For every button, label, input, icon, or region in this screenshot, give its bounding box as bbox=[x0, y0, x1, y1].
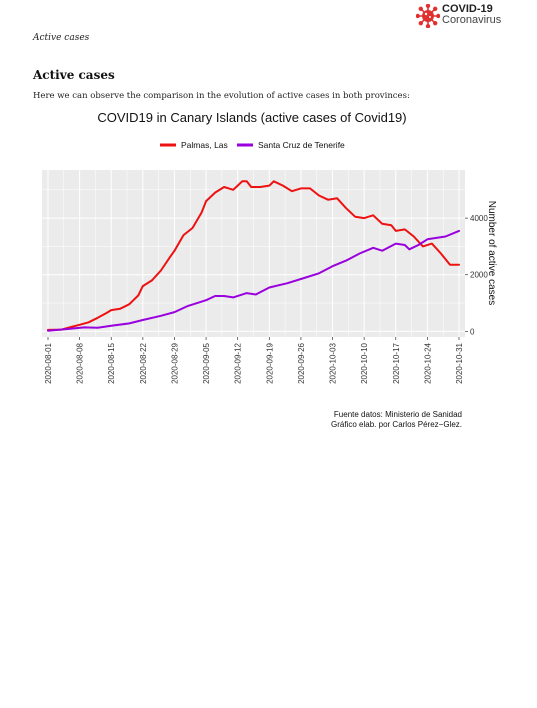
logo-title: COVID-19 bbox=[442, 3, 493, 15]
virus-icon bbox=[416, 4, 440, 28]
x-tick-label: 2020-10-24 bbox=[423, 342, 432, 383]
x-tick-label: 2020-09-26 bbox=[297, 342, 306, 383]
running-head: Active cases bbox=[33, 33, 90, 43]
caption-source: Fuente datos: Ministerio de Sanidad bbox=[334, 410, 462, 419]
series-line-palmas bbox=[47, 180, 460, 331]
x-tick-label: 2020-09-05 bbox=[202, 342, 211, 383]
x-tick-label: 2020-10-31 bbox=[455, 342, 464, 383]
x-tick-label: 2020-09-19 bbox=[265, 342, 274, 383]
series-lines bbox=[47, 180, 460, 332]
y-tick-label: 0 bbox=[470, 327, 475, 336]
covid-logo: COVID-19 Coronavirus bbox=[416, 4, 531, 32]
intro-text: Here we can observe the comparison in th… bbox=[33, 91, 410, 101]
x-tick-label: 2020-10-03 bbox=[329, 342, 338, 383]
x-tick-label: 2020-10-10 bbox=[360, 342, 369, 383]
grid-lines bbox=[42, 170, 465, 337]
legend-label-tenerife: Santa Cruz de Tenerife bbox=[258, 140, 345, 150]
section-title: Active cases bbox=[33, 68, 115, 82]
x-tick-label: 2020-08-08 bbox=[76, 342, 85, 383]
y-tick-label: 2000 bbox=[470, 271, 488, 280]
caption-author: Gráfico elab. por Carlos Pérez−Glez. bbox=[331, 420, 462, 429]
chart-title: COVID19 in Canary Islands (active cases … bbox=[97, 110, 406, 125]
x-tick-label: 2020-09-12 bbox=[234, 342, 243, 383]
legend-label-palmas: Palmas, Las bbox=[181, 140, 228, 150]
x-tick-label: 2020-08-15 bbox=[107, 342, 116, 383]
series-line-tenerife bbox=[47, 229, 460, 332]
x-tick-label: 2020-08-01 bbox=[44, 342, 53, 383]
y-axis: 0 2000 4000 bbox=[465, 214, 488, 336]
logo-subtitle: Coronavirus bbox=[442, 14, 502, 26]
y-axis-label: Number of active cases bbox=[486, 201, 497, 306]
chart-legend: Palmas, Las Santa Cruz de Tenerife bbox=[160, 140, 345, 150]
x-axis: 2020-08-01 2020-08-08 2020-08-15 2020-08-22… bbox=[44, 337, 464, 384]
x-tick-label: 2020-08-29 bbox=[170, 342, 179, 383]
x-tick-label: 2020-10-17 bbox=[392, 342, 401, 383]
y-tick-label: 4000 bbox=[470, 214, 488, 223]
x-tick-label: 2020-08-22 bbox=[139, 342, 148, 383]
